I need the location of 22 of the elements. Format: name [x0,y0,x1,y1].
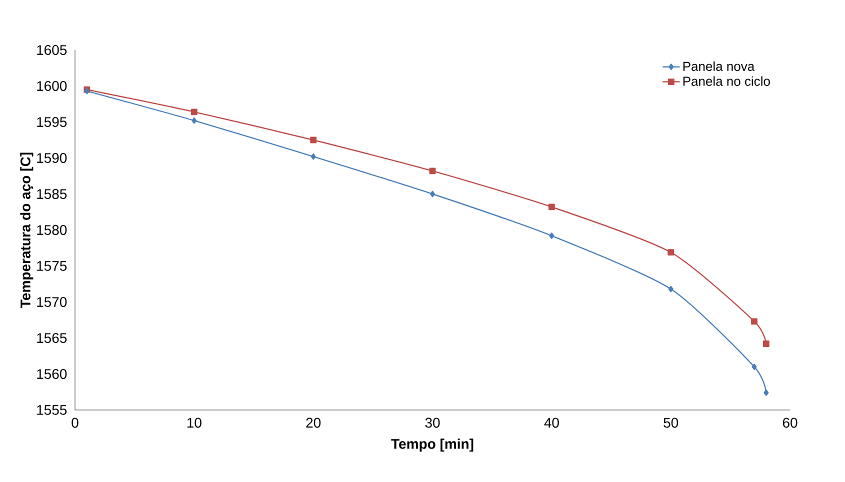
y-tick-label: 1570 [37,297,67,307]
y-tick-label: 1605 [37,45,67,55]
x-tick-label: 50 [664,418,678,428]
x-tick-label: 60 [782,418,798,428]
y-tick-label: 1595 [37,117,67,127]
x-tick-label: 0 [72,418,78,428]
y-axis-title: Temperatura do aço [C] [20,152,34,308]
y-tick-label: 1600 [37,81,67,91]
y-tick-label: 1555 [37,405,67,415]
x-axis-title: Tempo [min] [391,438,474,452]
legend-label: Panela nova [683,61,755,71]
y-tick-label: 1560 [37,369,67,379]
x-tick-label: 20 [306,418,321,428]
y-tick-label: 1565 [37,333,67,343]
y-tick-label: 1575 [37,261,67,271]
legend-label: Panela no ciclo [683,76,770,86]
y-tick-label: 1580 [37,225,67,235]
x-tick-label: 40 [544,418,559,428]
x-tick-label: 30 [425,418,440,428]
y-tick-label: 1590 [37,153,67,163]
y-tick-label: 1585 [37,189,67,199]
x-tick-label: 10 [187,418,202,428]
